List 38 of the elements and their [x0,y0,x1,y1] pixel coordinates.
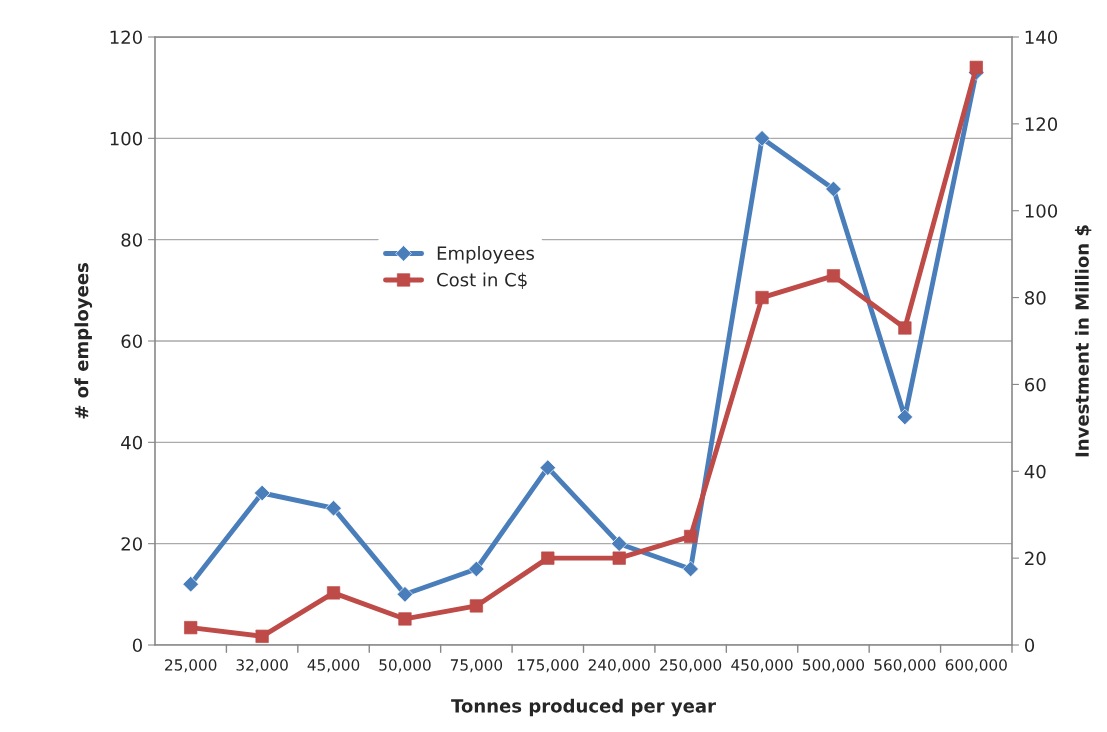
x-tick-label: 32,000 [236,659,288,673]
x-tick-label: 450,000 [731,659,793,673]
y-tick-label: 120 [110,30,142,45]
y2-tick-label: 60 [1025,377,1046,392]
y2-tick-label: 0 [1025,638,1035,653]
point [825,180,842,198]
y-tick-label: 100 [110,131,142,146]
y2-tick-label: 100 [1025,204,1058,218]
x-axis-title: Tonnes produced per year [451,698,716,717]
legend-label: Employees [437,246,534,264]
y-tick-label: 0 [132,638,142,653]
x-tick-label: 240,000 [588,659,650,673]
x-tick-label: 560,000 [874,659,936,673]
x-tick-label: 50,000 [379,659,431,673]
y-tick-label: 40 [121,435,142,450]
point [755,290,769,305]
legend-label: Cost in C$ [437,272,527,289]
y-tick-label: 60 [121,334,142,349]
y-tick-label: 20 [121,537,142,551]
x-tick-label: 500,000 [803,659,865,673]
y2-tick-label: 80 [1025,291,1046,305]
x-tick-label: 600,000 [945,659,1007,673]
y2-tick-label: 20 [1025,551,1046,566]
point [682,560,699,578]
x-tick-label: 75,000 [450,659,503,673]
y2-axis-title: Investment in Million $ [1074,225,1092,457]
point [325,499,342,517]
x-tick-label: 25,000 [165,659,217,673]
x-tick-label: 250,000 [660,659,722,673]
y-tick-label: 80 [121,233,142,247]
x-tick-label: 45,000 [307,659,360,673]
y2-tick-label: 40 [1024,464,1046,479]
y2-tick-label: 120 [1025,117,1058,131]
x-tick-label: 175,000 [517,659,579,673]
point [468,560,485,578]
y2-tick-label: 140 [1025,30,1058,45]
point [255,629,269,643]
y-axis-title: # of employees [74,263,93,419]
